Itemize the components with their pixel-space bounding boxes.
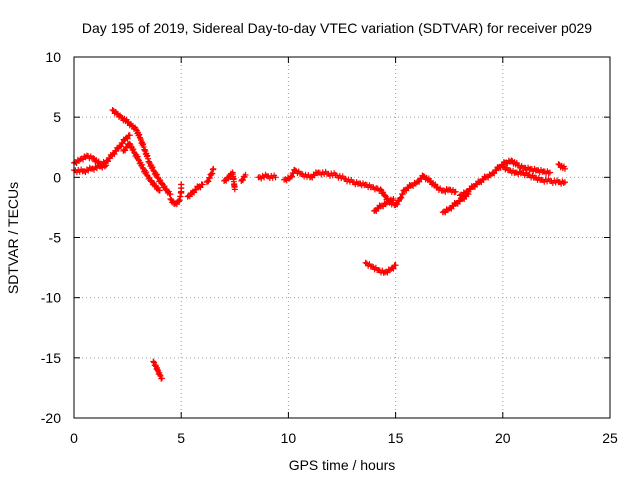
data-point (555, 161, 562, 168)
data-point (124, 118, 131, 125)
x-tick-label: 0 (70, 430, 78, 446)
tick-labels: 0 5 10 15 20 25 10 5 0 -5 -10 -15 -20 (41, 49, 618, 446)
data-point (124, 135, 131, 142)
data-point (272, 174, 279, 181)
data-point (291, 167, 298, 174)
data-point (150, 358, 157, 365)
data-point (186, 193, 193, 200)
data-point (113, 110, 120, 117)
data-point (288, 173, 295, 180)
data-point (380, 189, 387, 196)
y-tick-label: 10 (45, 49, 61, 65)
data-point (432, 181, 439, 188)
y-tick-label: -15 (41, 350, 61, 366)
data-point (158, 375, 165, 382)
data-point (560, 179, 567, 186)
data-point (101, 163, 108, 170)
data-point (138, 161, 145, 168)
x-tick-label: 25 (602, 430, 618, 446)
data-point (362, 259, 369, 266)
data-point (452, 188, 459, 195)
data-point (499, 163, 506, 170)
data-point (161, 183, 168, 190)
data-point (561, 165, 568, 172)
data-point (398, 194, 405, 201)
chart-title: Day 195 of 2019, Sidereal Day-to-day VTE… (82, 20, 592, 36)
data-point (156, 187, 163, 194)
data-point (128, 122, 135, 129)
data-point (433, 183, 440, 190)
data-point (118, 114, 125, 121)
grid (74, 57, 610, 418)
data-point (390, 195, 397, 202)
data-point (546, 169, 553, 176)
data-point (206, 175, 213, 182)
x-axis-label: GPS time / hours (289, 457, 396, 473)
y-tick-label: -10 (41, 290, 61, 306)
data-point (508, 157, 515, 164)
data-point (178, 181, 185, 188)
y-tick-label: -5 (49, 230, 62, 246)
x-tick-label: 20 (495, 430, 511, 446)
data-point (369, 263, 376, 270)
data-points (71, 106, 568, 382)
data-point (153, 171, 160, 178)
data-point (109, 106, 116, 113)
data-point (223, 177, 230, 184)
data-point (210, 165, 217, 172)
data-point (394, 201, 401, 208)
data-point (149, 164, 156, 171)
data-point (199, 181, 206, 188)
x-tick-label: 15 (388, 430, 404, 446)
data-point (420, 173, 427, 180)
data-point (561, 179, 568, 186)
data-point (117, 143, 124, 150)
data-point (130, 146, 137, 153)
data-point (136, 131, 143, 138)
data-point (205, 178, 212, 185)
x-tick-label: 10 (281, 430, 297, 446)
x-tick-label: 5 (177, 430, 185, 446)
data-point (90, 155, 97, 162)
data-point (231, 186, 238, 193)
y-axis-label: SDTVAR / TECUs (5, 182, 21, 294)
y-tick-label: 5 (53, 109, 61, 125)
data-point (157, 177, 164, 184)
data-point (156, 371, 163, 378)
data-point (126, 132, 133, 139)
data-point (136, 134, 143, 141)
data-point (426, 177, 433, 184)
data-point (390, 265, 397, 272)
data-point (119, 140, 126, 147)
y-tick-label: -20 (41, 410, 61, 426)
data-point (392, 262, 399, 269)
data-point (399, 191, 406, 198)
axis-ticks (73, 56, 611, 419)
data-point (134, 153, 141, 160)
data-point (239, 177, 246, 184)
data-point (242, 171, 249, 178)
data-point (103, 162, 110, 169)
data-point (146, 174, 153, 181)
data-point (133, 126, 140, 133)
data-point (143, 169, 150, 176)
y-tick-label: 0 (53, 169, 61, 185)
